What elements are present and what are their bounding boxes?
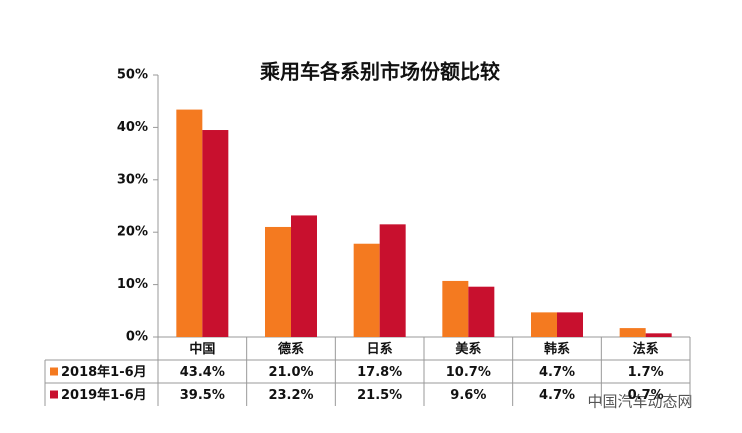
table-value: 10.7% — [446, 365, 491, 380]
table-value: 43.4% — [180, 365, 225, 380]
table-value: 17.8% — [357, 365, 402, 380]
legend-swatch — [50, 390, 58, 399]
bar — [468, 286, 495, 337]
bar — [557, 312, 583, 337]
x-tick-label: 中国 — [189, 341, 215, 357]
y-tick-label: 10% — [117, 277, 148, 292]
y-tick-label: 40% — [117, 120, 148, 135]
table-value: 21.5% — [357, 388, 402, 403]
table-value: 4.7% — [539, 388, 575, 403]
legend-label: 2018年1-6月 — [61, 364, 147, 380]
table-value: 23.2% — [268, 388, 313, 403]
bar — [531, 312, 557, 337]
bar — [202, 130, 229, 337]
table-value: 39.5% — [180, 388, 225, 403]
x-tick-label: 法系 — [633, 341, 659, 357]
y-tick-label: 30% — [117, 172, 148, 187]
chart-title: 乘用车各系别市场份额比较 — [259, 60, 500, 84]
table-value: 1.7% — [628, 365, 664, 380]
x-tick-label: 德系 — [278, 341, 304, 357]
y-tick-label: 20% — [117, 225, 148, 240]
table-value: 4.7% — [539, 365, 575, 380]
bar — [176, 109, 203, 337]
bar — [379, 224, 406, 337]
watermark: 中国汽车动态网 — [587, 393, 692, 411]
legend-swatch — [50, 367, 58, 376]
bar — [265, 226, 291, 337]
y-tick-label: 50% — [117, 68, 148, 83]
bar — [619, 328, 646, 337]
y-tick-label: 0% — [126, 330, 148, 345]
table-value: 0.7% — [628, 388, 664, 403]
x-tick-label: 美系 — [455, 341, 481, 357]
legend-label: 2019年1-6月 — [61, 387, 147, 403]
x-tick-label: 韩系 — [544, 341, 570, 357]
table-value: 21.0% — [268, 365, 313, 380]
x-tick-label: 日系 — [367, 341, 393, 357]
bar — [645, 333, 672, 337]
bar — [291, 215, 317, 337]
bar — [442, 280, 469, 337]
bar — [353, 243, 380, 337]
table-value: 9.6% — [450, 388, 486, 403]
